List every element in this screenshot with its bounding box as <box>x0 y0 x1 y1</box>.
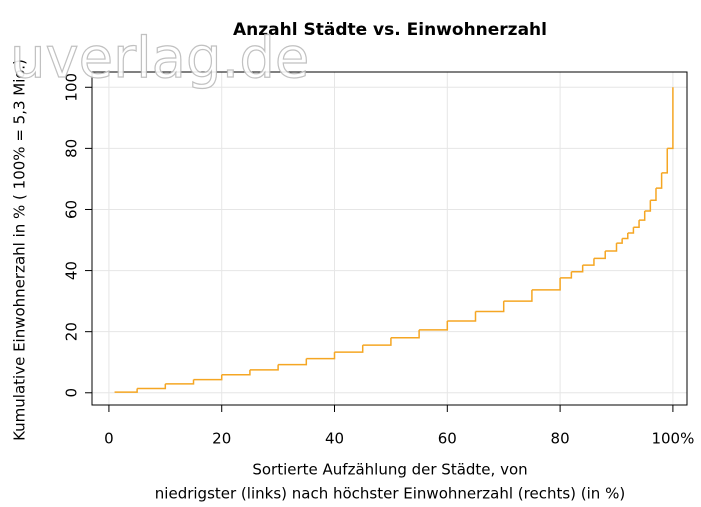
x-tick-label: 80 <box>551 430 570 448</box>
line-step <box>560 271 573 279</box>
line-step <box>114 388 138 393</box>
line-step <box>531 277 561 291</box>
line-step <box>475 301 505 313</box>
line-step <box>137 383 167 390</box>
line-step <box>571 265 584 273</box>
line-step <box>447 311 477 322</box>
line-step <box>582 258 595 266</box>
line-step <box>639 211 646 221</box>
line-step <box>655 172 663 189</box>
line-step <box>667 87 674 150</box>
watermark: uverlag.de <box>10 26 309 91</box>
plot-frame <box>91 71 688 406</box>
y-tick-label: 80 <box>63 139 81 158</box>
line-step <box>334 345 364 353</box>
x-tick-label: 0 <box>104 430 114 448</box>
line-step <box>644 200 652 212</box>
line-step <box>605 243 618 252</box>
y-tick-label: 20 <box>63 322 81 341</box>
line-step <box>306 352 336 360</box>
line-step <box>627 227 635 234</box>
x-tick-label: 20 <box>212 430 231 448</box>
line-step <box>622 233 629 240</box>
x-axis-label: Sortierte Aufzählung der Städte, von <box>252 461 527 479</box>
x-tick-label: 60 <box>438 430 457 448</box>
x-tick-label: 100% <box>651 430 694 448</box>
line-step <box>650 188 657 202</box>
line-step <box>633 220 640 228</box>
line-step <box>249 364 279 371</box>
y-tick-label: 0 <box>63 388 81 398</box>
line-step <box>278 358 308 366</box>
line-step <box>362 337 392 346</box>
x-tick-label: 40 <box>325 430 344 448</box>
line-step <box>165 379 195 385</box>
line-step <box>193 374 223 381</box>
line-step <box>661 148 669 174</box>
y-tick-label: 40 <box>63 261 81 280</box>
line-step <box>593 251 606 260</box>
line-step <box>221 369 251 376</box>
chart-title: Anzahl Städte vs. Einwohnerzahl <box>233 20 547 40</box>
line-step <box>616 238 623 244</box>
y-tick-label: 60 <box>63 200 81 219</box>
line-step <box>390 329 420 339</box>
y-tick-label: 100 <box>63 73 81 102</box>
y-axis-label: Kumulative Einwohnerzahl in % ( 100% = 5… <box>11 59 29 441</box>
line-step <box>503 289 533 302</box>
line-step <box>419 320 449 331</box>
x-axis-label: niedrigster (links) nach höchster Einwoh… <box>155 485 625 503</box>
